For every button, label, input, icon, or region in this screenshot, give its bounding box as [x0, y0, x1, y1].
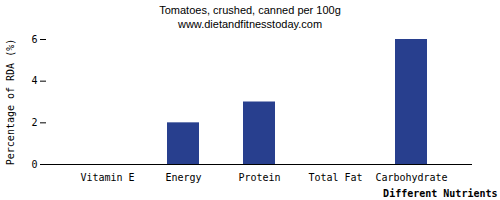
- svg-text:Vitamin E: Vitamin E: [80, 172, 134, 183]
- svg-text:Total Fat: Total Fat: [308, 172, 362, 183]
- svg-text:Energy: Energy: [165, 172, 201, 183]
- svg-text:Carbohydrate: Carbohydrate: [375, 172, 447, 183]
- html-text:Tomatoes, crushed, canned per: Tomatoes, crushed, canned per 100g: [159, 4, 341, 16]
- svg-text:6: 6: [31, 34, 37, 45]
- svg-text:0: 0: [31, 159, 37, 170]
- svg-text:Different Nutrients: Different Nutrients: [383, 188, 497, 199]
- svg-text:Percentage of RDA (%): Percentage of RDA (%): [5, 39, 16, 165]
- html-text:www.dietandfitnesstoday.com: www.dietandfitnesstoday.com: [178, 18, 322, 30]
- svg-text:4: 4: [31, 75, 37, 86]
- svg-text:2: 2: [31, 117, 37, 128]
- svg-text:Protein: Protein: [238, 172, 280, 183]
